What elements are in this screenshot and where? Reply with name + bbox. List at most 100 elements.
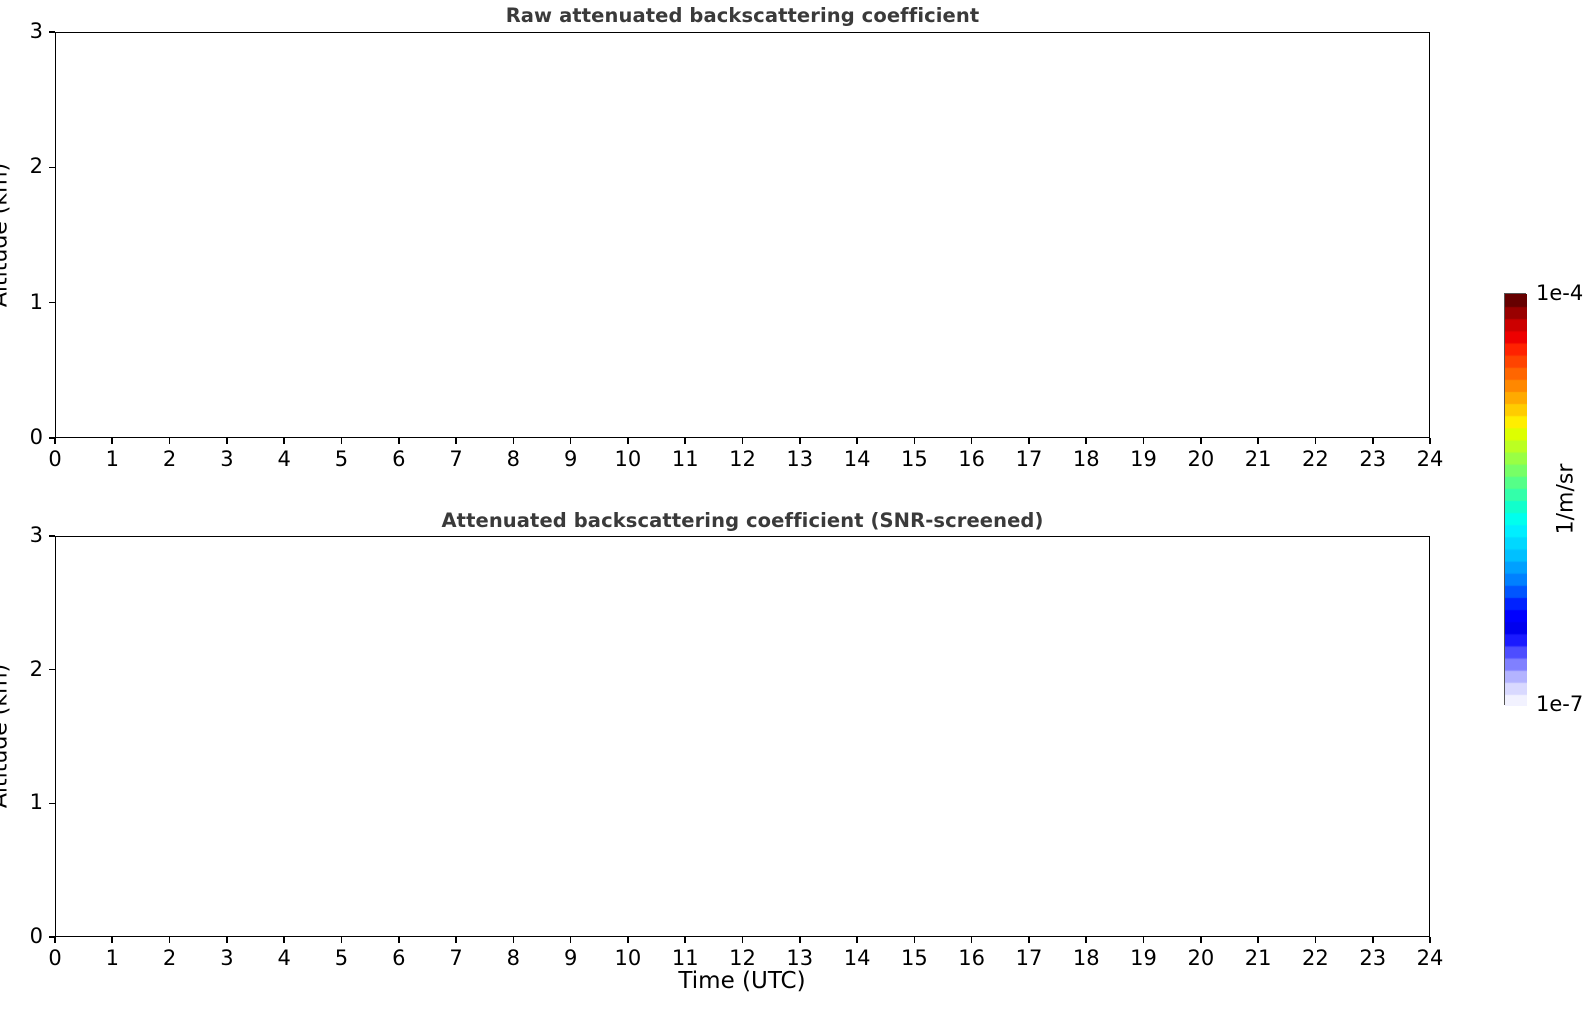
y-tick-label: 2 [29,154,43,179]
x-tick [283,438,285,444]
x-tick-label: 1 [105,447,119,471]
x-tick-label: 19 [1130,946,1157,970]
y-tick [49,668,55,671]
x-tick [913,438,916,444]
x-tick-label: 21 [1244,946,1272,970]
x-tick [1085,937,1088,943]
colorbar-max-label: 1e-4 [1536,281,1584,305]
x-tick-label: 15 [901,946,928,970]
x-tick [684,438,686,444]
x-tick-label: 17 [1015,447,1043,471]
x-tick-label: 15 [901,447,928,471]
x-tick [512,937,515,943]
x-tick-label: 5 [334,946,349,970]
x-tick-label: 24 [1416,946,1444,970]
x-tick [970,937,973,943]
x-tick [226,937,228,943]
x-tick [1314,438,1317,444]
x-tick-label: 8 [506,447,521,471]
x-tick-label: 17 [1015,946,1043,970]
x-tick [1200,438,1202,444]
x-tick-label: 12 [729,447,756,471]
heatmap-raw [55,32,1430,438]
x-tick [512,438,515,444]
x-tick-label: 18 [1072,447,1100,471]
x-tick-label: 20 [1187,447,1215,471]
x-tick-label: 16 [958,447,986,471]
x-tick [627,937,629,943]
x-tick [168,937,171,943]
panel-title-raw: Raw attenuated backscattering coefficien… [505,4,980,27]
x-tick-label: 9 [563,447,578,471]
x-tick-label: 4 [277,447,291,471]
x-tick [340,937,343,943]
x-tick [397,438,400,444]
y-tick-label: 3 [29,523,43,547]
x-tick-label: 21 [1244,447,1272,471]
x-tick-label: 2 [162,946,177,970]
x-axis-label: Time (UTC) [678,968,806,994]
x-tick [397,937,400,943]
x-tick-label: 7 [449,447,463,471]
x-tick-label: 14 [843,946,871,970]
x-tick [627,438,629,444]
x-tick [1257,937,1259,943]
x-tick-label: 11 [671,946,699,970]
x-tick [684,937,686,943]
y-tick-label: 3 [29,19,43,43]
x-tick [111,937,114,943]
x-tick [1085,438,1088,444]
x-tick-label: 1 [105,946,119,970]
x-tick-label: 0 [48,447,62,471]
x-tick-label: 19 [1130,447,1157,471]
x-tick-label: 9 [563,946,578,970]
x-tick-label: 3 [220,946,234,970]
x-tick [455,937,457,943]
x-tick [569,937,572,943]
x-tick [54,438,56,444]
x-tick-label: 10 [614,946,642,970]
x-tick [1028,937,1030,943]
y-tick-label: 0 [29,425,43,449]
x-tick [54,937,56,943]
x-tick [111,438,114,444]
y-tick-label: 2 [29,656,43,681]
x-tick [340,438,343,444]
x-tick [913,937,916,943]
x-tick-label: 6 [392,447,406,471]
x-tick [856,937,858,943]
x-tick-label: 3 [220,447,234,471]
x-tick [455,438,457,444]
x-tick-label: 16 [958,946,986,970]
x-tick [798,937,801,943]
x-tick-label: 10 [614,447,642,471]
x-tick-label: 13 [786,946,814,970]
y-tick [49,437,55,439]
x-tick-label: 23 [1359,447,1387,471]
x-tick [1371,438,1374,444]
y-tick-label: 0 [29,924,43,948]
x-tick [168,438,171,444]
x-tick [741,937,744,943]
x-tick-label: 8 [506,946,521,970]
panel-title-screened: Attenuated backscattering coefficient (S… [441,509,1044,532]
x-tick [1028,438,1030,444]
x-tick [569,438,572,444]
x-tick-label: 6 [392,946,406,970]
x-tick-label: 11 [671,447,699,471]
x-tick [1429,937,1431,943]
x-tick [1142,438,1145,444]
x-tick-label: 2 [162,447,177,471]
x-tick-label: 22 [1302,447,1329,471]
x-tick-label: 22 [1302,946,1329,970]
x-tick-label: 13 [786,447,814,471]
colorbar-min-label: 1e-7 [1536,692,1584,716]
x-tick [970,438,973,444]
y-tick [49,802,55,805]
y-tick [49,535,55,537]
x-tick-label: 14 [843,447,871,471]
x-tick [741,438,744,444]
y-tick [49,936,55,938]
y-tick [49,31,55,33]
